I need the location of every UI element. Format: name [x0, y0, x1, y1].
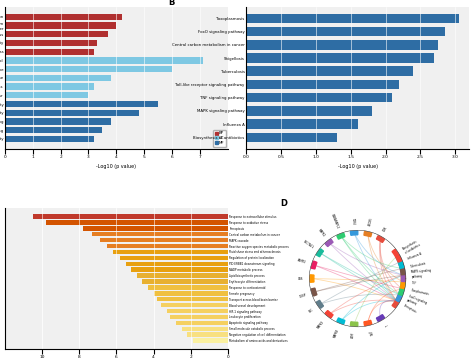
- Polygon shape: [399, 282, 405, 296]
- Text: FoxO signaling
pathway: FoxO signaling pathway: [406, 294, 427, 309]
- Polygon shape: [317, 249, 323, 257]
- Text: Influenza A: Influenza A: [407, 252, 422, 261]
- Bar: [5, 57, 203, 64]
- Text: IL: IL: [383, 324, 387, 328]
- Text: Biosynthesis
of antibiotics: Biosynthesis of antibiotics: [402, 239, 421, 255]
- X-axis label: -Log10 (p value): -Log10 (p value): [337, 164, 378, 169]
- Bar: [33, 214, 228, 219]
- Bar: [154, 291, 228, 296]
- Polygon shape: [317, 300, 323, 308]
- Bar: [246, 93, 392, 103]
- Bar: [5, 84, 94, 90]
- Polygon shape: [310, 275, 314, 282]
- Bar: [143, 279, 228, 284]
- Bar: [148, 285, 228, 289]
- Text: MAPK signaling
pathway: MAPK signaling pathway: [411, 269, 432, 279]
- Bar: [5, 127, 102, 133]
- Bar: [83, 226, 228, 230]
- Text: CDK: CDK: [383, 226, 389, 233]
- Polygon shape: [364, 231, 372, 237]
- Bar: [5, 101, 158, 107]
- Text: SLC: SLC: [308, 307, 314, 314]
- Text: DUSP: DUSP: [299, 292, 307, 298]
- Text: TNF: TNF: [411, 280, 416, 285]
- Text: SLC7A11: SLC7A11: [302, 240, 314, 250]
- Bar: [5, 66, 172, 72]
- Text: GABARAPL2: GABARAPL2: [330, 213, 340, 229]
- Bar: [246, 67, 413, 76]
- Text: B: B: [168, 0, 174, 7]
- Bar: [46, 220, 228, 225]
- Text: TLR4: TLR4: [351, 218, 356, 225]
- Polygon shape: [392, 249, 401, 262]
- Bar: [5, 22, 117, 29]
- Bar: [246, 53, 434, 63]
- Text: MAPK8: MAPK8: [333, 328, 340, 338]
- Polygon shape: [401, 269, 405, 282]
- Bar: [246, 27, 445, 36]
- Bar: [100, 238, 228, 242]
- Polygon shape: [396, 289, 404, 302]
- Text: JUN: JUN: [368, 330, 373, 336]
- Bar: [92, 232, 228, 237]
- Bar: [246, 106, 372, 116]
- Bar: [5, 110, 139, 116]
- Text: ATM: ATM: [351, 332, 356, 338]
- Bar: [5, 92, 89, 98]
- Bar: [5, 75, 111, 81]
- Polygon shape: [364, 320, 372, 325]
- Bar: [157, 297, 228, 301]
- Bar: [5, 49, 94, 55]
- Bar: [5, 136, 94, 142]
- Text: Ferroptosis: Ferroptosis: [403, 304, 418, 315]
- Polygon shape: [311, 288, 317, 296]
- Polygon shape: [350, 231, 358, 235]
- Bar: [126, 262, 228, 266]
- Polygon shape: [325, 239, 333, 247]
- Bar: [246, 132, 337, 142]
- Bar: [113, 250, 228, 254]
- Legend: BP, CC, MF: BP, CC, MF: [213, 130, 226, 147]
- Polygon shape: [396, 255, 404, 268]
- Bar: [182, 327, 228, 331]
- Text: Tuberculosis: Tuberculosis: [410, 261, 426, 269]
- Polygon shape: [350, 322, 358, 326]
- Text: ALOX5: ALOX5: [368, 217, 374, 226]
- Text: D: D: [280, 199, 287, 208]
- Bar: [131, 267, 228, 272]
- Polygon shape: [401, 275, 405, 289]
- Polygon shape: [325, 311, 333, 318]
- Polygon shape: [376, 315, 384, 321]
- Bar: [137, 273, 228, 278]
- Bar: [5, 118, 111, 125]
- Text: Toxoplasmosis: Toxoplasmosis: [410, 289, 428, 297]
- Polygon shape: [392, 295, 401, 308]
- Bar: [176, 321, 228, 325]
- Bar: [187, 332, 228, 337]
- Bar: [246, 14, 459, 23]
- Text: MAPK1: MAPK1: [317, 228, 326, 238]
- Bar: [246, 40, 438, 50]
- Bar: [246, 120, 357, 129]
- Polygon shape: [337, 233, 345, 239]
- Bar: [161, 303, 228, 307]
- Text: MAPK3: MAPK3: [317, 319, 326, 329]
- Bar: [107, 244, 228, 248]
- Text: LAMP2: LAMP2: [297, 258, 307, 265]
- Polygon shape: [337, 318, 345, 324]
- Polygon shape: [399, 262, 405, 275]
- Bar: [5, 31, 108, 37]
- Polygon shape: [311, 261, 317, 269]
- Polygon shape: [376, 236, 384, 243]
- Text: CBS: CBS: [298, 276, 304, 280]
- Bar: [193, 338, 228, 343]
- Bar: [170, 315, 228, 319]
- Bar: [5, 14, 122, 20]
- Bar: [167, 309, 228, 313]
- Bar: [246, 80, 400, 89]
- Bar: [5, 40, 97, 46]
- Bar: [120, 256, 228, 260]
- X-axis label: -Log10 (p value): -Log10 (p value): [96, 164, 137, 169]
